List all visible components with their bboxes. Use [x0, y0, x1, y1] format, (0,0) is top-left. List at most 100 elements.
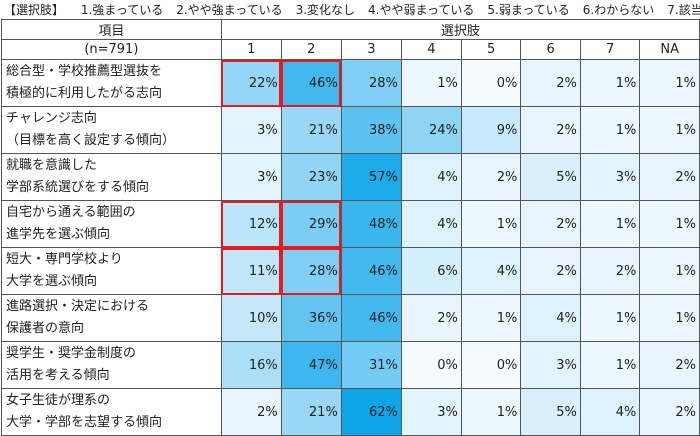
- heatmap-cell: 2%: [639, 153, 700, 201]
- heatmap-cell: 0%: [460, 59, 522, 107]
- heatmap-cell: 1%: [579, 294, 641, 342]
- table-row: 自宅から通える範囲の 進学先を選ぶ傾向 12% 29% 48% 4% 1% 2% 1% 1%: [1, 200, 700, 248]
- legend-option: 6.わからない: [582, 3, 655, 17]
- column-header: 7: [579, 39, 641, 60]
- legend-option: 2.やや強まっている: [176, 3, 283, 17]
- item-header: 項目: [1, 19, 222, 40]
- heatmap-cell: 1%: [579, 106, 641, 154]
- heatmap-cell: 1%: [639, 247, 700, 295]
- heatmap-cell: 21%: [280, 106, 342, 154]
- heatmap-cell: 1%: [460, 200, 522, 248]
- legend-option: 4.やや弱まっている: [368, 3, 475, 17]
- heatmap-cell: 4%: [460, 247, 522, 295]
- heatmap-cell: 2%: [639, 341, 700, 389]
- heatmap-cell: 16%: [220, 341, 282, 389]
- heatmap-cell: 23%: [280, 153, 342, 201]
- column-header: NA: [639, 39, 700, 60]
- heatmap-cell: 1%: [400, 59, 462, 107]
- heatmap-cell: 2%: [460, 153, 522, 201]
- heatmap-cell: 3%: [520, 341, 581, 389]
- row-label: 女子生徒が理系の 大学・学部を志望する傾向: [1, 388, 222, 436]
- row-label: 就職を意識した 学部系統選びをする傾向: [1, 153, 222, 201]
- row-label: 奨学生・奨学金制度の 活用を考える傾向: [1, 341, 222, 389]
- heatmap-cell: 3%: [220, 153, 282, 201]
- heatmap-cell: 6%: [400, 247, 462, 295]
- heatmap-cell: 12%: [220, 200, 282, 248]
- heatmap-cell: 31%: [340, 341, 402, 389]
- heatmap-cell: 36%: [280, 294, 342, 342]
- heatmap-cell: 2%: [520, 200, 581, 248]
- heatmap-cell: 10%: [220, 294, 282, 342]
- legend-title: 【選択肢】: [4, 3, 65, 17]
- heatmap-cell: 2%: [520, 106, 581, 154]
- table-row: 短大・専門学校より 大学を選ぶ傾向 11% 28% 46% 6% 4% 2% 2% 1%: [1, 247, 700, 295]
- heatmap-cell: 2%: [520, 247, 581, 295]
- heatmap-cell: 48%: [340, 200, 402, 248]
- row-label: 総合型・学校推薦型選抜を 積極的に利用したがる志向: [1, 59, 222, 107]
- legend-option: 7.該当なし: [667, 3, 700, 17]
- heatmap-table: 項目 選択肢 (n=791) 1 2 3 4 5 6 7 NA 総合型・学校推薦型選抜を 積極…: [1, 19, 700, 436]
- heatmap-cell: 4%: [400, 200, 462, 248]
- row-label: 自宅から通える範囲の 進学先を選ぶ傾向: [1, 200, 222, 248]
- table-row: 女子生徒が理系の 大学・学部を志望する傾向 2% 21% 62% 3% 1% 5% 4% 2%: [1, 388, 700, 436]
- heatmap-cell: 38%: [340, 106, 402, 154]
- row-label: 短大・専門学校より 大学を選ぶ傾向: [1, 247, 222, 295]
- heatmap-cell: 1%: [579, 200, 641, 248]
- heatmap-cell: 11%: [220, 247, 282, 295]
- table-row: 進路選択・決定における 保護者の意向 10% 36% 46% 2% 1% 4% 1% 1%: [1, 294, 700, 342]
- legend-option: 5.弱まっている: [487, 3, 570, 17]
- table-row: 就職を意識した 学部系統選びをする傾向 3% 23% 57% 4% 2% 5% 3% 2%: [1, 153, 700, 201]
- heatmap-cell: 47%: [280, 341, 342, 389]
- table-row: チャレンジ志向 （目標を高く設定する傾向） 3% 21% 38% 24% 9% 2% 1% 1%: [1, 106, 700, 154]
- heatmap-cell: 4%: [520, 294, 581, 342]
- heatmap-cell: 29%: [280, 200, 342, 248]
- table-row: 総合型・学校推薦型選抜を 積極的に利用したがる志向 22% 46% 28% 1% 0% 2%…: [1, 59, 700, 107]
- heatmap-cell: 2%: [220, 388, 282, 436]
- heatmap-cell: 1%: [639, 106, 700, 154]
- legend: 【選択肢】 1.強まっている 2.やや強まっている 3.変化なし 4.やや弱まっている…: [4, 1, 700, 19]
- column-header: 2: [280, 39, 342, 60]
- heatmap-cell: 1%: [579, 59, 641, 107]
- heatmap-cell: 1%: [579, 341, 641, 389]
- heatmap-cell: 0%: [400, 341, 462, 389]
- heatmap-cell: 2%: [639, 388, 700, 436]
- heatmap-cell: 28%: [280, 247, 342, 295]
- heatmap-cell: 2%: [400, 294, 462, 342]
- heatmap-cell: 4%: [579, 388, 641, 436]
- heatmap-cell: 3%: [400, 388, 462, 436]
- choices-header: 選択肢: [220, 19, 700, 40]
- row-label: 進路選択・決定における 保護者の意向: [1, 294, 222, 342]
- heatmap-cell: 5%: [520, 388, 581, 436]
- heatmap-cell: 3%: [220, 106, 282, 154]
- column-header: 3: [340, 39, 402, 60]
- heatmap-cell: 1%: [460, 294, 522, 342]
- heatmap-cell: 57%: [340, 153, 402, 201]
- column-header: 4: [400, 39, 462, 60]
- heatmap-cell: 1%: [639, 59, 700, 107]
- heatmap-cell: 3%: [579, 153, 641, 201]
- heatmap-cell: 46%: [340, 247, 402, 295]
- heatmap-cell: 46%: [280, 59, 342, 107]
- column-header: 5: [460, 39, 522, 60]
- heatmap-cell: 1%: [639, 200, 700, 248]
- heatmap-cell: 28%: [340, 59, 402, 107]
- heatmap-cell: 2%: [579, 247, 641, 295]
- n-header: (n=791): [1, 39, 222, 60]
- heatmap-cell: 9%: [460, 106, 522, 154]
- heatmap-cell: 22%: [220, 59, 282, 107]
- heatmap-cell: 5%: [520, 153, 581, 201]
- table-row: 奨学生・奨学金制度の 活用を考える傾向 16% 47% 31% 0% 0% 3% 1% 2%: [1, 341, 700, 389]
- heatmap-cell: 4%: [400, 153, 462, 201]
- heatmap-cell: 62%: [340, 388, 402, 436]
- row-label: チャレンジ志向 （目標を高く設定する傾向）: [1, 106, 222, 154]
- legend-option: 3.変化なし: [295, 3, 356, 17]
- heatmap-cell: 2%: [520, 59, 581, 107]
- heatmap-cell: 24%: [400, 106, 462, 154]
- heatmap-cell: 1%: [460, 388, 522, 436]
- column-header: 6: [520, 39, 581, 60]
- heatmap-cell: 46%: [340, 294, 402, 342]
- legend-option: 1.強まっている: [80, 3, 164, 17]
- column-header: 1: [220, 39, 282, 60]
- heatmap-cell: 1%: [639, 294, 700, 342]
- heatmap-cell: 21%: [280, 388, 342, 436]
